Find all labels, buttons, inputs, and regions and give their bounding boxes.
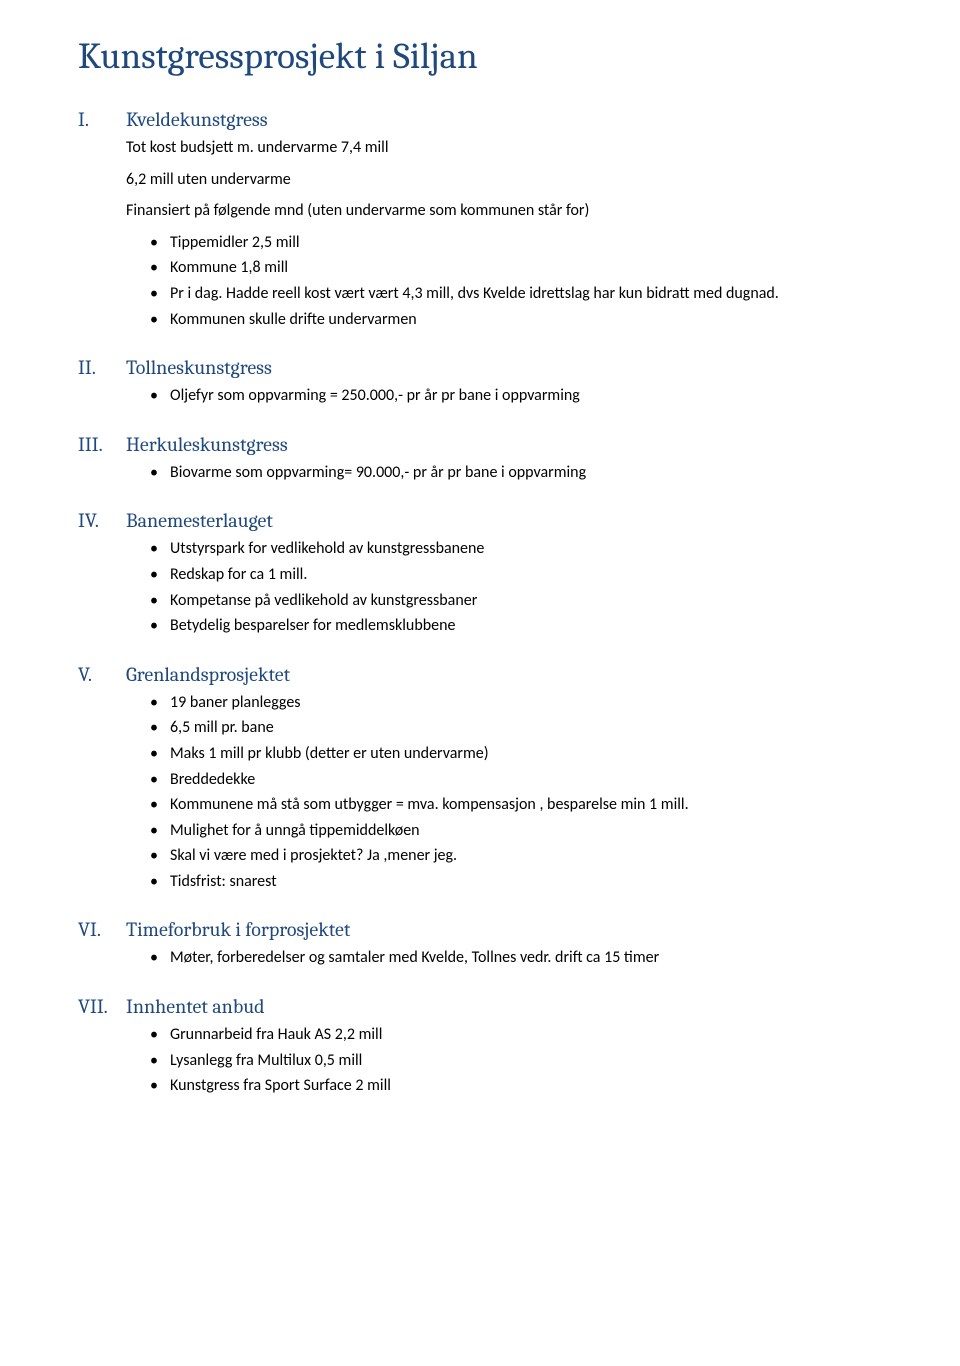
section-paragraph: 6,2 mill uten undervarme <box>126 169 882 191</box>
bullet-list: Utstyrspark for vedlikehold av kunstgres… <box>78 538 882 636</box>
section-title: Kveldekunstgress <box>126 108 268 131</box>
bullet-list: Tippemidler 2,5 mill Kommune 1,8 mill Pr i… <box>78 232 882 330</box>
section-title: Timeforbruk i forprosjektet <box>126 918 350 941</box>
bullet-item: Grunnarbeid fra Hauk AS 2,2 mill <box>170 1024 882 1046</box>
bullet-item: Kompetanse på vedlikehold av kunstgressb… <box>170 590 882 612</box>
section: I.Kveldekunstgress Tot kost budsjett m. u… <box>78 108 882 330</box>
bullet-list: 19 baner planlegges 6,5 mill pr. bane Maks… <box>78 692 882 893</box>
section-title: Grenlandsprosjektet <box>126 663 290 686</box>
section: II.Tollneskunstgress Oljefyr som oppvarmi… <box>78 356 882 407</box>
section-title: Innhentet anbud <box>126 995 265 1018</box>
section-heading: V.Grenlandsprosjektet <box>78 663 882 686</box>
bullet-list: Møter, forberedelser og samtaler med Kve… <box>78 947 882 969</box>
bullet-item: Tidsfrist: snarest <box>170 871 882 893</box>
section-paragraph: Tot kost budsjett m. undervarme 7,4 mill <box>126 137 882 159</box>
bullet-list: Oljefyr som oppvarming = 250.000,- pr år… <box>78 385 882 407</box>
section-title: Banemesterlauget <box>126 509 273 532</box>
section: VII.Innhentet anbud Grunnarbeid fra Hauk … <box>78 995 882 1097</box>
section-title: Herkuleskunstgress <box>126 433 288 456</box>
bullet-item: Mulighet for å unngå tippemiddelkøen <box>170 820 882 842</box>
bullet-item: Breddedekke <box>170 769 882 791</box>
section: III.Herkuleskunstgress Biovarme som oppva… <box>78 433 882 484</box>
bullet-item: Maks 1 mill pr klubb (detter er uten und… <box>170 743 882 765</box>
section-body: Tot kost budsjett m. undervarme 7,4 mill… <box>78 137 882 222</box>
section-heading: I.Kveldekunstgress <box>78 108 882 131</box>
section-number: V. <box>78 663 126 686</box>
bullet-item: Redskap for ca 1 mill. <box>170 564 882 586</box>
bullet-item: Skal vi være med i prosjektet? Ja ,mener… <box>170 845 882 867</box>
bullet-item: Møter, forberedelser og samtaler med Kve… <box>170 947 882 969</box>
bullet-item: Biovarme som oppvarming= 90.000,- pr år … <box>170 462 882 484</box>
section-number: I. <box>78 108 126 131</box>
section-title: Tollneskunstgress <box>126 356 272 379</box>
section: IV.Banemesterlauget Utstyrspark for vedli… <box>78 509 882 636</box>
bullet-item: Kunstgress fra Sport Surface 2 mill <box>170 1075 882 1097</box>
bullet-item: Betydelig besparelser for medlemsklubben… <box>170 615 882 637</box>
bullet-item: Kommunene må stå som utbygger = mva. kom… <box>170 794 882 816</box>
bullet-item: Lysanlegg fra Multilux 0,5 mill <box>170 1050 882 1072</box>
bullet-item: 6,5 mill pr. bane <box>170 717 882 739</box>
bullet-list: Biovarme som oppvarming= 90.000,- pr år … <box>78 462 882 484</box>
section-heading: VI.Timeforbruk i forprosjektet <box>78 918 882 941</box>
section-paragraph: Finansiert på følgende mnd (uten underva… <box>126 200 882 222</box>
section-heading: III.Herkuleskunstgress <box>78 433 882 456</box>
document-title: Kunstgressprosjekt i Siljan <box>78 36 882 78</box>
bullet-item: Pr i dag. Hadde reell kost vært vært 4,3… <box>170 283 882 305</box>
sections-container: I.Kveldekunstgress Tot kost budsjett m. u… <box>78 108 882 1097</box>
section-heading: II.Tollneskunstgress <box>78 356 882 379</box>
section-heading: IV.Banemesterlauget <box>78 509 882 532</box>
bullet-item: Kommune 1,8 mill <box>170 257 882 279</box>
bullet-item: Kommunen skulle drifte undervarmen <box>170 309 882 331</box>
section-number: II. <box>78 356 126 379</box>
section: V.Grenlandsprosjektet 19 baner planlegges… <box>78 663 882 893</box>
bullet-item: Oljefyr som oppvarming = 250.000,- pr år… <box>170 385 882 407</box>
section-number: VI. <box>78 918 126 941</box>
section: VI.Timeforbruk i forprosjektet Møter, for… <box>78 918 882 969</box>
bullet-list: Grunnarbeid fra Hauk AS 2,2 mill Lysanleg… <box>78 1024 882 1097</box>
bullet-item: Tippemidler 2,5 mill <box>170 232 882 254</box>
section-number: IV. <box>78 509 126 532</box>
section-heading: VII.Innhentet anbud <box>78 995 882 1018</box>
section-number: VII. <box>78 995 126 1018</box>
bullet-item: Utstyrspark for vedlikehold av kunstgres… <box>170 538 882 560</box>
section-number: III. <box>78 433 126 456</box>
bullet-item: 19 baner planlegges <box>170 692 882 714</box>
